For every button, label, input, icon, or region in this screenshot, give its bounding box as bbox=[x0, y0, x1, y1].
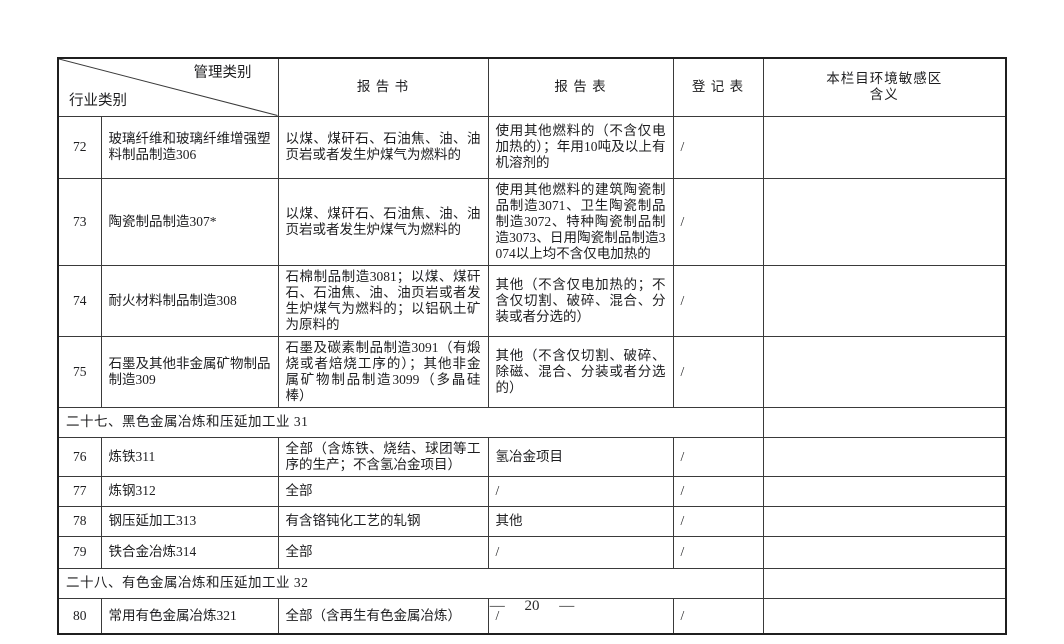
industry-cell: 炼铁311 bbox=[100, 436, 279, 477]
sensitive-area-cell bbox=[762, 406, 1007, 438]
report-form-cell: 使用其他燃料的（不含仅电加热的）；年用10吨及以上有机溶剂的 bbox=[487, 115, 674, 179]
sensitive-area-cell bbox=[762, 475, 1007, 507]
industry-cell: 玻璃纤维和玻璃纤维增强塑料制品制造306 bbox=[100, 115, 279, 179]
header-sensitive-area-line2: 含义 bbox=[869, 87, 899, 103]
sensitive-area-cell bbox=[762, 597, 1007, 635]
table-row: 79 铁合金冶炼314 全部 / / bbox=[57, 535, 1007, 569]
report-book-cell: 石棉制品制造3081；以煤、煤矸石、石油焦、油、油页岩或者发生炉煤气为燃料的；以… bbox=[277, 264, 489, 337]
header-report-form: 报 告 表 bbox=[487, 57, 674, 117]
section-row: 二十八、有色金属冶炼和压延加工业 32 bbox=[57, 567, 1007, 599]
report-book-cell: 以煤、煤矸石、石油焦、油、油页岩或者发生炉煤气为燃料的 bbox=[277, 177, 489, 266]
report-form-cell: / bbox=[487, 475, 674, 507]
registration-form-cell: / bbox=[672, 264, 764, 337]
header-report-book: 报 告 书 bbox=[277, 57, 489, 117]
row-number-cell: 80 bbox=[57, 597, 102, 635]
table-row: 76 炼铁311 全部（含炼铁、烧结、球团等工序的生产；不含氢冶金项目） 氢冶金… bbox=[57, 436, 1007, 477]
registration-form-cell: / bbox=[672, 115, 764, 179]
registration-form-cell: / bbox=[672, 597, 764, 635]
industry-cell: 铁合金冶炼314 bbox=[100, 535, 279, 569]
table-row: 74 耐火材料制品制造308 石棉制品制造3081；以煤、煤矸石、石油焦、油、油… bbox=[57, 264, 1007, 337]
table-row: 80 常用有色金属冶炼321 全部（含再生有色金属冶炼） / / bbox=[57, 597, 1007, 635]
row-number-cell: 78 bbox=[57, 505, 102, 537]
report-form-cell: 其他（不含仅切割、破碎、除磁、混合、分装或者分选的） bbox=[487, 335, 674, 408]
report-form-cell: 使用其他燃料的建筑陶瓷制品制造3071、卫生陶瓷制品制造3072、特种陶瓷制品制… bbox=[487, 177, 674, 266]
sensitive-area-cell bbox=[762, 436, 1007, 477]
sensitive-area-cell bbox=[762, 505, 1007, 537]
sensitive-area-cell bbox=[762, 115, 1007, 179]
registration-form-cell: / bbox=[672, 177, 764, 266]
report-form-cell: / bbox=[487, 597, 674, 635]
table-row: 77 炼钢312 全部 / / bbox=[57, 475, 1007, 507]
sensitive-area-cell bbox=[762, 264, 1007, 337]
registration-form-cell: / bbox=[672, 335, 764, 408]
row-number-cell: 72 bbox=[57, 115, 102, 179]
report-book-cell: 全部 bbox=[277, 535, 489, 569]
industry-cell: 石墨及其他非金属矿物制品制造309 bbox=[100, 335, 279, 408]
table-row: 73 陶瓷制品制造307* 以煤、煤矸石、石油焦、油、油页岩或者发生炉煤气为燃料… bbox=[57, 177, 1007, 266]
row-number-cell: 76 bbox=[57, 436, 102, 477]
registration-form-cell: / bbox=[672, 535, 764, 569]
sensitive-area-cell bbox=[762, 177, 1007, 266]
header-sensitive-area: 本栏目环境敏感区 含义 bbox=[762, 57, 1007, 117]
header-management-category: 管理类别 bbox=[193, 65, 252, 81]
industry-cell: 炼钢312 bbox=[100, 475, 279, 507]
registration-form-cell: / bbox=[672, 505, 764, 537]
industry-cell: 常用有色金属冶炼321 bbox=[100, 597, 279, 635]
industry-cell: 陶瓷制品制造307* bbox=[100, 177, 279, 266]
header-registration-form: 登 记 表 bbox=[672, 57, 764, 117]
section-row: 二十七、黑色金属冶炼和压延加工业 31 bbox=[57, 406, 1007, 438]
industry-cell: 耐火材料制品制造308 bbox=[100, 264, 279, 337]
header-industry-category: 行业类别 bbox=[69, 92, 127, 109]
report-book-cell: 以煤、煤矸石、石油焦、油、油页岩或者发生炉煤气为燃料的 bbox=[277, 115, 489, 179]
sensitive-area-cell bbox=[762, 567, 1007, 599]
report-form-cell: / bbox=[487, 535, 674, 569]
registration-form-cell: / bbox=[672, 436, 764, 477]
sensitive-area-cell bbox=[762, 335, 1007, 408]
report-form-cell: 其他 bbox=[487, 505, 674, 537]
report-book-cell: 有含铬钝化工艺的轧钢 bbox=[277, 505, 489, 537]
sensitive-area-cell bbox=[762, 535, 1007, 569]
table-row: 72 玻璃纤维和玻璃纤维增强塑料制品制造306 以煤、煤矸石、石油焦、油、油页岩… bbox=[57, 115, 1007, 179]
table-row: 75 石墨及其他非金属矿物制品制造309 石墨及碳素制品制造3091（有煅烧或者… bbox=[57, 335, 1007, 408]
section-title: 二十七、黑色金属冶炼和压延加工业 31 bbox=[57, 406, 764, 438]
section-title: 二十八、有色金属冶炼和压延加工业 32 bbox=[57, 567, 764, 599]
industry-cell: 钢压延加工313 bbox=[100, 505, 279, 537]
report-book-cell: 全部（含炼铁、烧结、球团等工序的生产；不含氢冶金项目） bbox=[277, 436, 489, 477]
table-row: 78 钢压延加工313 有含铬钝化工艺的轧钢 其他 / bbox=[57, 505, 1007, 537]
diagonal-divider-line bbox=[59, 59, 278, 116]
row-number-cell: 73 bbox=[57, 177, 102, 266]
table-header-row: 管理类别 行业类别 报 告 书 报 告 表 登 记 表 本栏目环境敏感区 含义 bbox=[57, 57, 1007, 117]
row-number-cell: 77 bbox=[57, 475, 102, 507]
report-form-cell: 氢冶金项目 bbox=[487, 436, 674, 477]
page-number: — 20 — bbox=[489, 598, 575, 614]
report-book-cell: 全部 bbox=[277, 475, 489, 507]
header-sensitive-area-line1: 本栏目环境敏感区 bbox=[826, 71, 943, 87]
diagonal-header-cell: 管理类别 行业类别 bbox=[57, 57, 279, 117]
row-number-cell: 75 bbox=[57, 335, 102, 408]
registration-form-cell: / bbox=[672, 475, 764, 507]
row-number-cell: 79 bbox=[57, 535, 102, 569]
report-book-cell: 石墨及碳素制品制造3091（有煅烧或者焙烧工序的）；其他非金属矿物制品制造309… bbox=[277, 335, 489, 408]
row-number-cell: 74 bbox=[57, 264, 102, 337]
classification-table: 管理类别 行业类别 报 告 书 报 告 表 登 记 表 本栏目环境敏感区 含义 … bbox=[57, 57, 1007, 635]
report-form-cell: 其他（不含仅电加热的；不含仅切割、破碎、混合、分装或者分选的） bbox=[487, 264, 674, 337]
